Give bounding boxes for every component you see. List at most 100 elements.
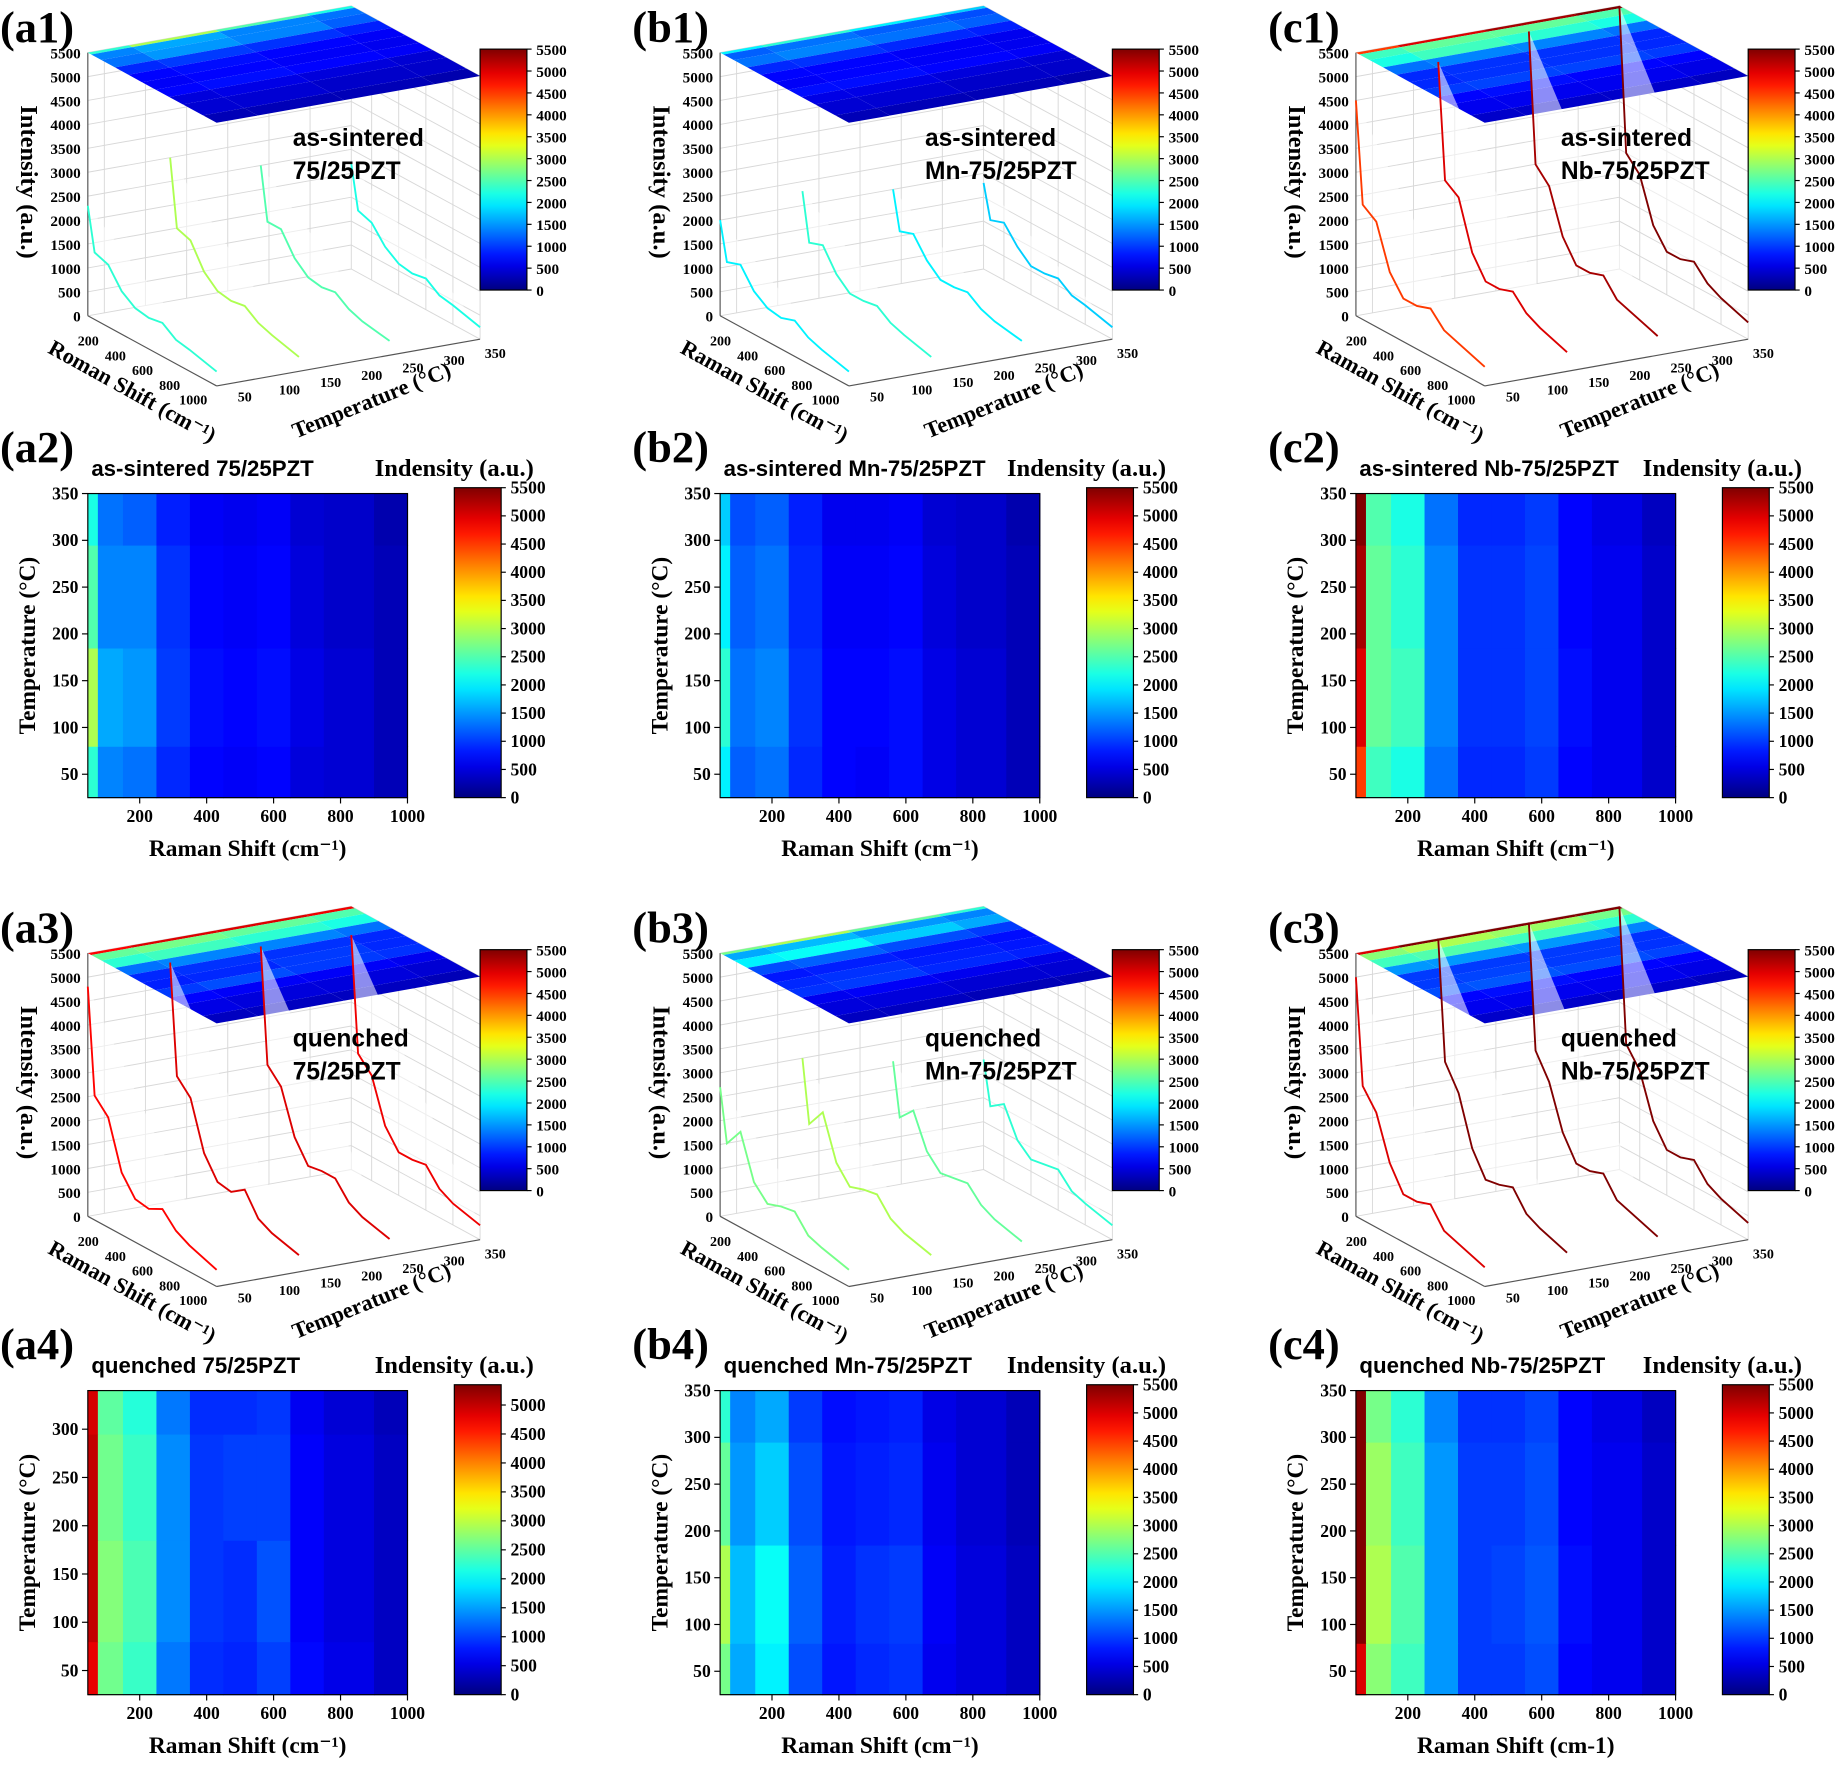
x-tick-label: 1000 [811,393,839,409]
heatmap-cell [855,647,890,747]
colorbar-tick-label: 4500 [1779,534,1814,554]
z-tick-label: 500 [690,1185,713,1202]
heatmap-cell [889,1544,924,1644]
heatmap-cell [256,1641,291,1696]
heatmap-cell [1642,493,1677,546]
heatmap-cell [889,1442,924,1546]
x-tick-label: 200 [78,334,99,350]
top-projection-cell [856,81,963,109]
heatmap-cell [788,746,823,799]
x-tick-label: 400 [1462,806,1489,826]
top-projection-cell [938,906,987,917]
heatmap-cell [1424,647,1459,747]
top-projection-cell [229,21,334,45]
y-tick-label: 250 [402,1261,423,1277]
x-tick-label: 200 [1395,806,1422,826]
top-projection-cell [801,89,857,105]
panel-label: (b2) [632,422,709,472]
x-tick-label: 400 [737,1249,758,1265]
top-projection-cell [218,916,320,938]
colorbar-tick-label: 4000 [536,1008,567,1025]
y-tick-label: 250 [684,1474,711,1494]
top-projection-cell [929,958,1034,983]
heatmap-cell [1458,746,1493,799]
heatmap-cell [1391,746,1426,799]
top-projection-cell [1006,943,1065,959]
top-projection-cell [101,52,157,68]
heatmap-cell [1558,647,1593,747]
heatmap-cell [956,545,1007,649]
colorbar [1747,48,1796,291]
top-projection-cell [801,52,902,75]
colorbar-tick-label: 2500 [1143,1544,1178,1564]
y-tick-label: 50 [870,390,884,406]
x-tick-label: 800 [327,806,354,826]
top-projection-cell [1019,950,1079,967]
y-tick-label: 50 [238,1290,252,1306]
x-tick-label: 800 [159,1278,180,1294]
y-tick-label: 100 [1547,382,1568,398]
x-tick-label: 600 [260,806,287,826]
top-projection-cell [733,52,789,68]
top-projection-cell [128,67,184,83]
z-tick-label: 4000 [683,117,714,134]
top-projection-cell [296,958,401,983]
colorbar-tick-label: 1500 [1169,1118,1200,1135]
y-tick-label: 150 [684,1568,711,1588]
colorbar-tick-label: 3500 [1169,1030,1200,1047]
colorbar-tick-label: 1500 [1169,217,1200,234]
top-projection-cell [229,921,334,946]
y-tick-label: 50 [238,390,252,406]
heatmap-cell [1355,746,1367,799]
heatmap-cell [956,746,1007,799]
x-tick-label: 200 [1346,334,1367,350]
heatmap-cell [189,1390,224,1435]
top-projection-cell [888,36,993,60]
z-tick-label: 3000 [683,1066,714,1083]
top-projection-cell [1689,68,1749,85]
panel-label: (c2) [1268,422,1340,472]
z-tick-label: 4000 [50,1018,81,1035]
x-tick-label: 800 [1595,806,1622,826]
heatmap-cell [1591,1442,1643,1546]
spectrum-curve [86,205,218,373]
colorbar-tick-label: 1000 [511,731,546,751]
colorbar-tick-label: 5000 [1804,64,1835,81]
y-tick-label: 250 [52,577,79,597]
colorbar-tick-label: 3000 [536,151,567,168]
heatmap-cell [1491,493,1526,546]
top-projection-cell [203,108,258,123]
top-projection-cell [1574,906,1623,917]
panel: (a3)050010001500200025003000350040004500… [0,903,567,1348]
y-tick-label: 200 [361,1268,382,1284]
x-tick-label: 800 [159,378,180,394]
heatmap-cell [1642,647,1677,747]
colorbar-tick-label: 500 [536,1162,559,1179]
top-projection-cell [421,969,481,985]
top-projection-cell [1537,43,1642,67]
z-tick-label: 2000 [683,213,714,230]
z-tick-label: 4000 [1318,1018,1349,1035]
top-projection-cell [938,5,987,16]
heatmap-cell [97,493,124,546]
heatmap-cell [87,746,99,799]
heatmap-cell [755,746,790,799]
y-tick-label: 50 [61,1660,79,1680]
colorbar-tick-label: 3500 [1779,1487,1814,1507]
colorbar-tick-label: 4000 [511,1453,546,1473]
top-projection-cell [360,935,420,952]
heatmap-cell [1491,1544,1526,1644]
top-projection-cell [941,908,998,922]
colorbar-tick-label: 2500 [1169,1074,1200,1091]
heatmap-cell [1365,1442,1392,1546]
heatmap-cell [87,493,99,546]
heatmap-cell [1006,1643,1041,1696]
heatmap-cell [323,1641,375,1696]
heatmap-cell [1006,746,1041,799]
y-tick-label: 200 [994,368,1015,384]
annotation: as-sintered [293,125,424,152]
z-tick-label: 500 [58,285,81,302]
heatmap-cell [788,493,823,546]
top-projection-cell [244,92,345,116]
